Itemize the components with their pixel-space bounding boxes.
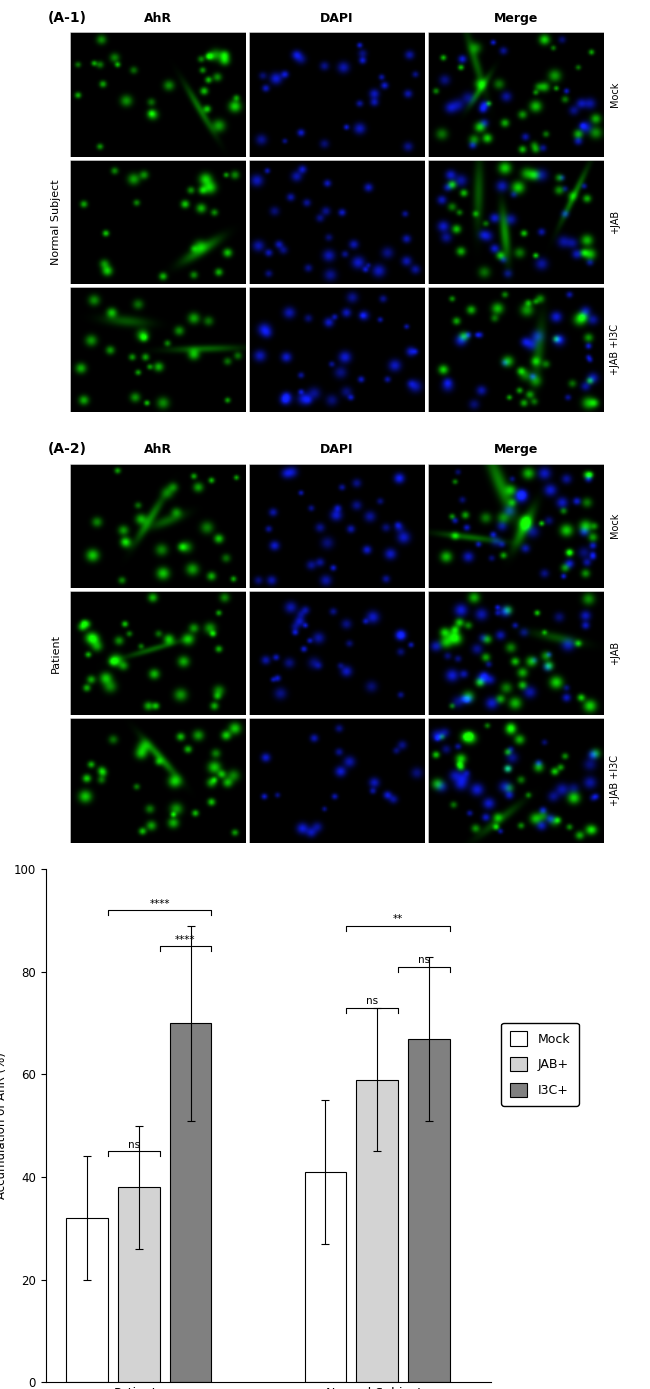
Bar [305, 1172, 346, 1382]
Text: (A-2): (A-2) [47, 442, 86, 457]
Text: (A-1): (A-1) [47, 11, 86, 25]
Text: ns: ns [366, 996, 378, 1006]
Text: DAPI: DAPI [320, 443, 354, 456]
Bar [356, 1079, 398, 1382]
Y-axis label: Accumulation of AhR (%): Accumulation of AhR (%) [0, 1053, 8, 1199]
Text: ns: ns [127, 1140, 140, 1150]
Text: Mock: Mock [610, 82, 620, 107]
Text: Mock: Mock [610, 513, 620, 539]
Text: ****: **** [150, 899, 170, 908]
Text: +JAB: +JAB [610, 642, 620, 665]
Text: Merge: Merge [494, 443, 538, 456]
Bar [118, 1188, 159, 1382]
Text: +JAB: +JAB [610, 210, 620, 235]
Text: Merge: Merge [494, 11, 538, 25]
Text: Patient: Patient [51, 633, 61, 672]
Text: +JAB +I3C: +JAB +I3C [610, 324, 620, 375]
Text: Normal Subject: Normal Subject [51, 179, 61, 265]
Text: +JAB +I3C: +JAB +I3C [610, 756, 620, 806]
Text: ns: ns [418, 956, 430, 965]
Text: ****: **** [176, 935, 196, 945]
Bar [66, 1218, 108, 1382]
Text: **: ** [393, 914, 403, 924]
Bar [408, 1039, 450, 1382]
Text: AhR: AhR [144, 443, 172, 456]
Bar [170, 1024, 211, 1382]
Legend: Mock, JAB+, I3C+: Mock, JAB+, I3C+ [501, 1022, 578, 1106]
Text: DAPI: DAPI [320, 11, 354, 25]
Text: AhR: AhR [144, 11, 172, 25]
